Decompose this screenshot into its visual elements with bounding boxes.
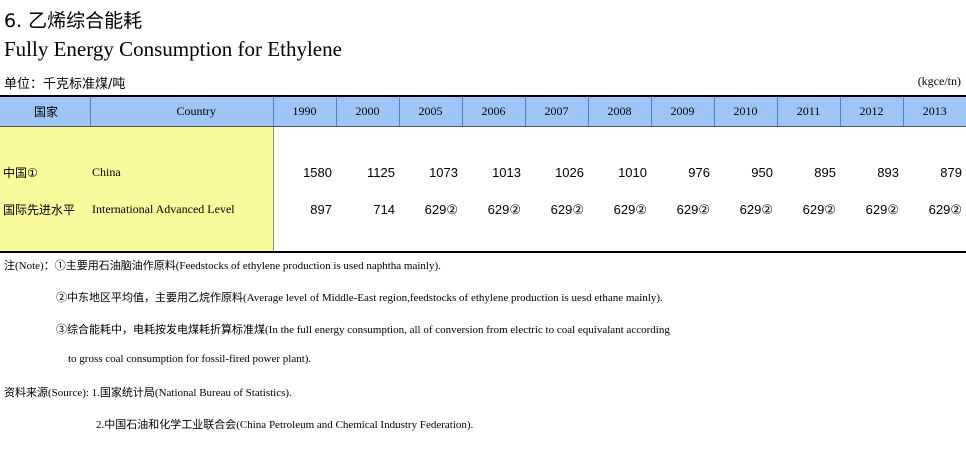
header-year: 2007 [524,95,588,127]
row-label-cn: 国际先进水平 [0,191,90,228]
table-cell: 629② [613,201,647,217]
table-cell: 629② [424,201,458,217]
header-year: 2008 [587,95,651,127]
table-cell: 1125 [367,165,395,180]
table-cell: 879 [940,165,962,180]
energy-consumption-table: 国家 Country 1990 2000 2005 2006 2007 2008… [0,95,966,253]
table-cell: 714 [373,202,395,217]
table-cell: 629② [487,201,521,217]
header-year: 2010 [713,95,777,127]
table-cell: 1580 [303,165,332,180]
table-cell: 629② [739,201,773,217]
table-cell: 629② [676,201,710,217]
header-year: 2006 [461,95,525,127]
header-year: 2013 [902,95,966,127]
table-cell: 976 [688,165,710,180]
header-country-cn: 国家 [0,95,90,127]
unit-label-en: (kgce/tn) [917,74,961,88]
unit-label-cn: 单位：千克标准煤/吨 [4,77,126,92]
header-country-en: Country [89,95,273,127]
note-line-1: 注(Note)：①主要用石油脑油作原料(Feedstocks of ethyle… [4,260,441,272]
table-header-row: 国家 Country 1990 2000 2005 2006 2007 2008… [0,95,966,127]
table-cell: 1073 [429,165,458,180]
header-year: 2005 [398,95,462,127]
page-title-cn: 6. 乙烯综合能耗 [4,10,143,32]
header-year: 2000 [335,95,399,127]
table-cell: 950 [751,165,773,180]
source-line-2: 2.中国石油和化学工业联合会(China Petroleum and Chemi… [96,419,474,431]
row-label-en: International Advanced Level [90,191,274,228]
table-cell: 895 [814,165,836,180]
page-title-en: Fully Energy Consumption for Ethylene [4,37,342,61]
table-cell: 1010 [618,165,647,180]
table-row: 国际先进水平 International Advanced Level 897 … [0,191,966,228]
table-cell: 1013 [492,165,521,180]
note-line-3: ③综合能耗中，电耗按发电煤耗折算标准煤(In the full energy c… [56,324,670,336]
table-row: 中国① China 1580 1125 1073 1013 1026 1010 … [0,154,966,191]
source-line-1: 资料来源(Source): 1.国家统计局(National Bureau of… [4,387,292,399]
table-cell: 629② [928,201,962,217]
table-cell: 893 [877,165,899,180]
table-cell: 629② [802,201,836,217]
header-year: 2009 [650,95,714,127]
table-cell: 897 [310,202,332,217]
table-cell: 629② [865,201,899,217]
header-year: 2011 [776,95,840,127]
row-label-en: China [90,154,274,191]
header-year: 1990 [272,95,336,127]
row-label-cn: 中国① [0,154,90,191]
table-cell: 1026 [555,165,584,180]
table-cell: 629② [550,201,584,217]
header-year: 2012 [839,95,903,127]
note-line-4: to gross coal consumption for fossil-fir… [68,353,312,365]
note-line-2: ②中东地区平均值，主要用乙烷作原料(Average level of Middl… [56,292,663,304]
